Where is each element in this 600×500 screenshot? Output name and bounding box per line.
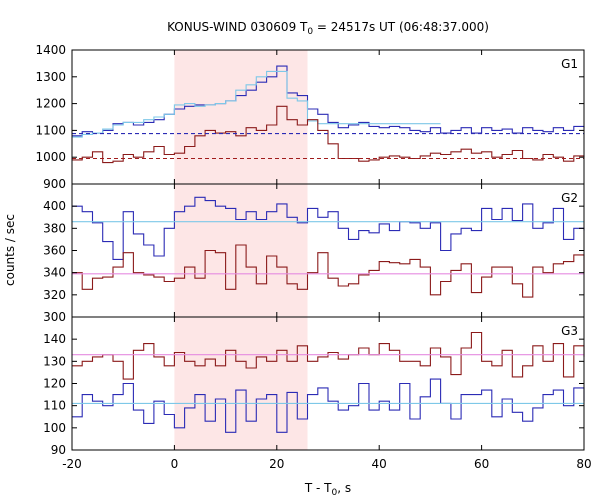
panel-1-label: G1 (561, 57, 578, 71)
panel-1-ytick-label: 1000 (35, 150, 66, 164)
panel-1-ytick-label: 1100 (35, 123, 66, 137)
chart-title: KONUS-WIND 030609 T0 = 24517s UT (06:48:… (167, 20, 489, 37)
series-layer (72, 65, 585, 433)
panel-2-ytick-label: 340 (43, 266, 66, 280)
panel-3-ytick-label: 120 (43, 377, 66, 391)
panel-3-ytick-label: 130 (43, 354, 66, 368)
chart-title-sub: 0 (307, 27, 313, 37)
panel-1-ytick-label: 900 (43, 177, 66, 191)
panel-2-ytick-label: 360 (43, 244, 66, 258)
x-tick-label: 0 (171, 457, 179, 471)
y-axis-label: counts / sec (3, 214, 17, 286)
x-tick-label: 60 (474, 457, 489, 471)
panel-2-ytick-label: 320 (43, 288, 66, 302)
x-axis-label-main: T - T (304, 481, 332, 495)
panel-3-frame (71, 316, 585, 451)
chart-title-main: KONUS-WIND 030609 T (167, 20, 308, 34)
panel-1-series-2 (72, 70, 441, 138)
panel-3-ytick-label: 100 (43, 421, 66, 435)
x-tick-label: 40 (372, 457, 387, 471)
panel-1-ytick-label: 1300 (35, 70, 66, 84)
panel-2-ytick-label: 400 (43, 199, 66, 213)
panel-2-frame (71, 183, 585, 318)
highlight-interval (174, 50, 308, 450)
x-tick-label: 80 (576, 457, 591, 471)
panel-3-ytick-label: 110 (43, 399, 66, 413)
panel-1-series-3 (72, 105, 585, 164)
tick-layer: G190010001100120013001400G23003203403603… (35, 43, 591, 471)
panel-1-ytick-label: 1200 (35, 97, 66, 111)
x-tick-label: -20 (62, 457, 82, 471)
panel-2-series-2 (72, 244, 585, 298)
x-axis-label: T - T0, s (304, 481, 351, 498)
panel-3-label: G3 (561, 324, 578, 338)
panel-3-ytick-label: 90 (51, 443, 66, 457)
x-tick-label: 20 (269, 457, 284, 471)
panel-2-ytick-label: 380 (43, 221, 66, 235)
panel-3-series-1 (72, 331, 585, 380)
panel-2-label: G2 (561, 191, 578, 205)
panel-2-series-1 (72, 196, 585, 260)
panel-2-ytick-label: 300 (43, 310, 66, 324)
panel-3-ytick-label: 140 (43, 332, 66, 346)
highlight-layer (174, 50, 308, 450)
x-axis-label-rest: , s (337, 481, 351, 495)
chart-title-rest: = 24517s UT (06:48:37.000) (313, 20, 489, 34)
panel-3-series-2 (72, 378, 585, 433)
x-axis-label-sub: 0 (332, 488, 338, 498)
panel-1-series-1 (72, 65, 585, 137)
panel-1-ytick-label: 1400 (35, 43, 66, 57)
